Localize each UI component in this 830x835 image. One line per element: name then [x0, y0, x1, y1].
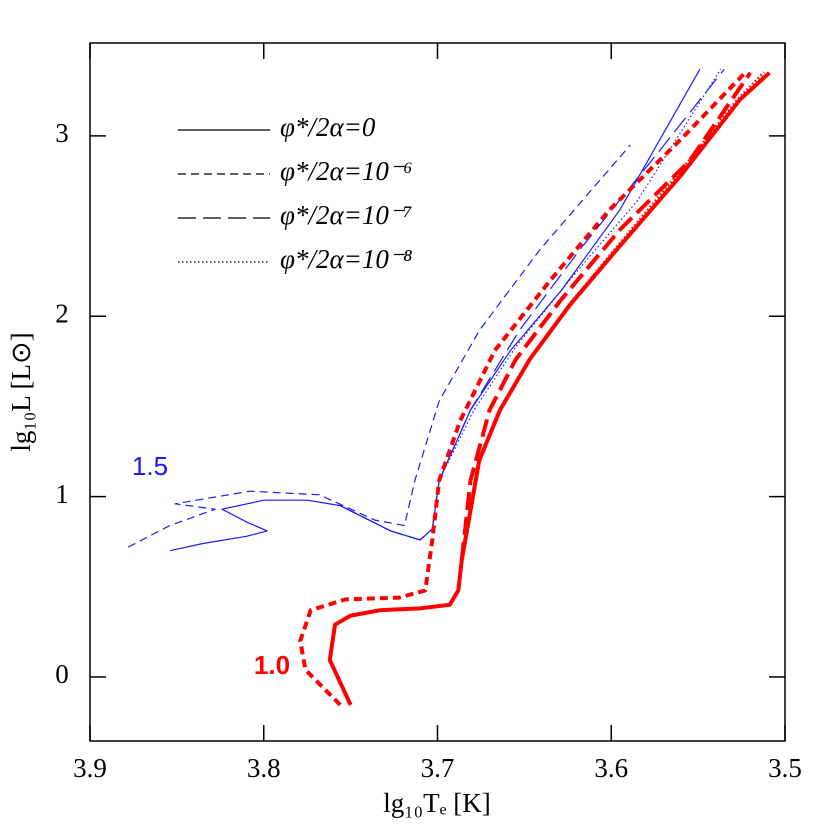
legend-label: φ*/2α=10⁻⁸ — [280, 244, 412, 274]
series-line — [459, 71, 766, 561]
legend-label: φ*/2α=10⁻⁶ — [280, 156, 412, 186]
y-tick-label: 0 — [55, 659, 69, 689]
x-tick-label: 3.8 — [247, 753, 281, 783]
plot-frame — [89, 42, 786, 742]
series-line — [127, 144, 631, 548]
y-axis-label: lg₁₀L [L⊙] — [6, 332, 36, 451]
x-tick-label: 3.9 — [73, 753, 107, 783]
x-tick-label: 3.7 — [421, 753, 455, 783]
series-line — [298, 71, 747, 707]
series-line — [169, 68, 701, 552]
y-tick-label: 1 — [55, 479, 69, 509]
x-tick-label: 3.5 — [768, 753, 802, 783]
y-tick-label: 2 — [55, 298, 69, 328]
series-line — [339, 68, 722, 541]
legend-label: φ*/2α=10⁻⁷ — [280, 200, 412, 230]
y-tick-label: 3 — [55, 118, 69, 148]
annotation: 1.0 — [254, 650, 290, 680]
x-tick-label: 3.6 — [594, 753, 628, 783]
x-axis-label: lg₁₀Tₑ [K] — [383, 788, 490, 818]
series-line — [459, 71, 752, 560]
legend-label: φ*/2α=0 — [280, 112, 376, 142]
annotation: 1.5 — [132, 451, 168, 481]
